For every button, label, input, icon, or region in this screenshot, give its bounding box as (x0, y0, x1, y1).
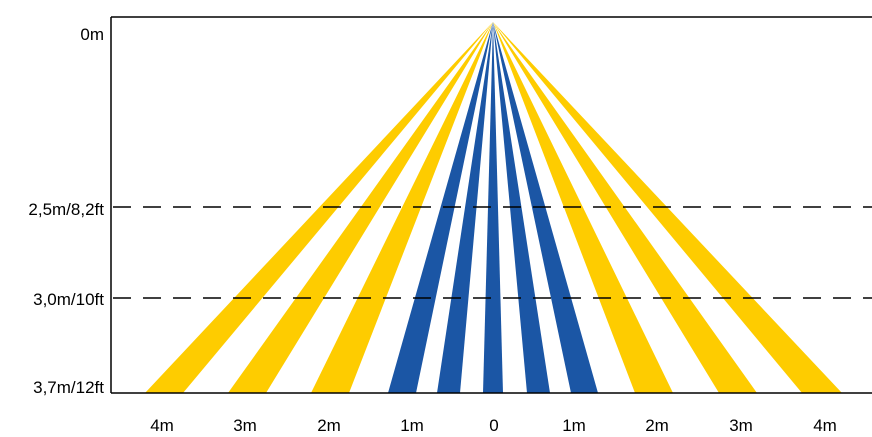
x-label-left-1m: 1m (400, 416, 424, 435)
x-label-right-2m: 2m (645, 416, 669, 435)
detection-beam-outer-9 (493, 22, 673, 393)
y-label-0m: 0m (80, 25, 104, 44)
x-labels: 4m 3m 2m 1m 0 1m 2m 3m 4m (150, 416, 837, 435)
detection-beam-outer-3 (311, 22, 493, 393)
x-label-center-0: 0 (489, 416, 498, 435)
x-label-right-4m: 4m (813, 416, 837, 435)
x-label-right-1m: 1m (562, 416, 586, 435)
detection-beam-inner-6 (483, 22, 503, 393)
detection-beam-inner-7 (493, 22, 550, 393)
y-label-3-7m: 3,7m/12ft (33, 378, 104, 397)
detection-beam-outer-1 (145, 22, 493, 393)
detection-beam-inner-5 (437, 22, 493, 393)
x-label-left-4m: 4m (150, 416, 174, 435)
axes (110, 16, 872, 394)
x-label-left-2m: 2m (317, 416, 341, 435)
y-label-2-5m: 2,5m/8,2ft (28, 200, 104, 219)
x-label-right-3m: 3m (729, 416, 753, 435)
y-labels: 0m 2,5m/8,2ft 3,0m/10ft 3,7m/12ft (28, 25, 104, 397)
detection-beam-inner-4 (388, 22, 493, 393)
x-label-left-3m: 3m (233, 416, 257, 435)
y-label-3-0m: 3,0m/10ft (33, 290, 104, 309)
